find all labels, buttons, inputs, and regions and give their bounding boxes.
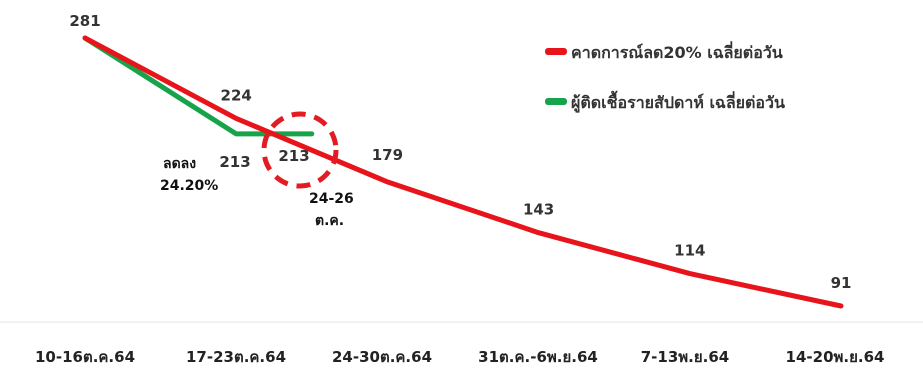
data-label-forecast: 143: [523, 201, 554, 219]
legend-swatch-actual: [545, 98, 567, 105]
decrease-annotation-line2: 24.20%: [160, 178, 218, 194]
data-label-actual: 213: [219, 153, 250, 171]
legend-label-actual: ผู้ติดเชื้อรายสัปดาห์ เฉลี่ยต่อวัน: [571, 90, 785, 114]
x-tick-label: 10-16ต.ค.64: [35, 348, 135, 366]
data-label-forecast: 114: [674, 242, 705, 260]
data-label-forecast: 179: [372, 146, 403, 164]
data-label-forecast: 91: [831, 274, 852, 292]
data-label-forecast: 224: [221, 86, 252, 104]
decrease-annotation-line1: ลดลง: [163, 156, 196, 172]
legend: คาดการณ์ลด20% เฉลี่ยต่อวัน ผู้ติดเชื้อรา…: [545, 41, 785, 114]
x-tick-label: 24-30ต.ค.64: [332, 348, 432, 366]
data-label-forecast: 281: [69, 12, 100, 30]
legend-label-forecast: คาดการณ์ลด20% เฉลี่ยต่อวัน: [571, 41, 783, 62]
legend-swatch-forecast: [545, 48, 567, 55]
date-annotation-line2: ต.ค.: [315, 213, 344, 229]
date-annotation-line1: 24-26: [309, 191, 354, 207]
series-line-actual: [82, 35, 315, 137]
data-label-actual: 213: [278, 147, 309, 165]
x-tick-label: 31ต.ค.-6พ.ย.64: [478, 348, 598, 366]
x-tick-label: 7-13พ.ย.64: [641, 348, 729, 366]
highlight-circle: [261, 111, 339, 189]
series-line-forecast: [82, 35, 844, 309]
x-tick-label: 17-23ต.ค.64: [186, 348, 286, 366]
x-tick-label: 14-20พ.ย.64: [786, 348, 885, 366]
